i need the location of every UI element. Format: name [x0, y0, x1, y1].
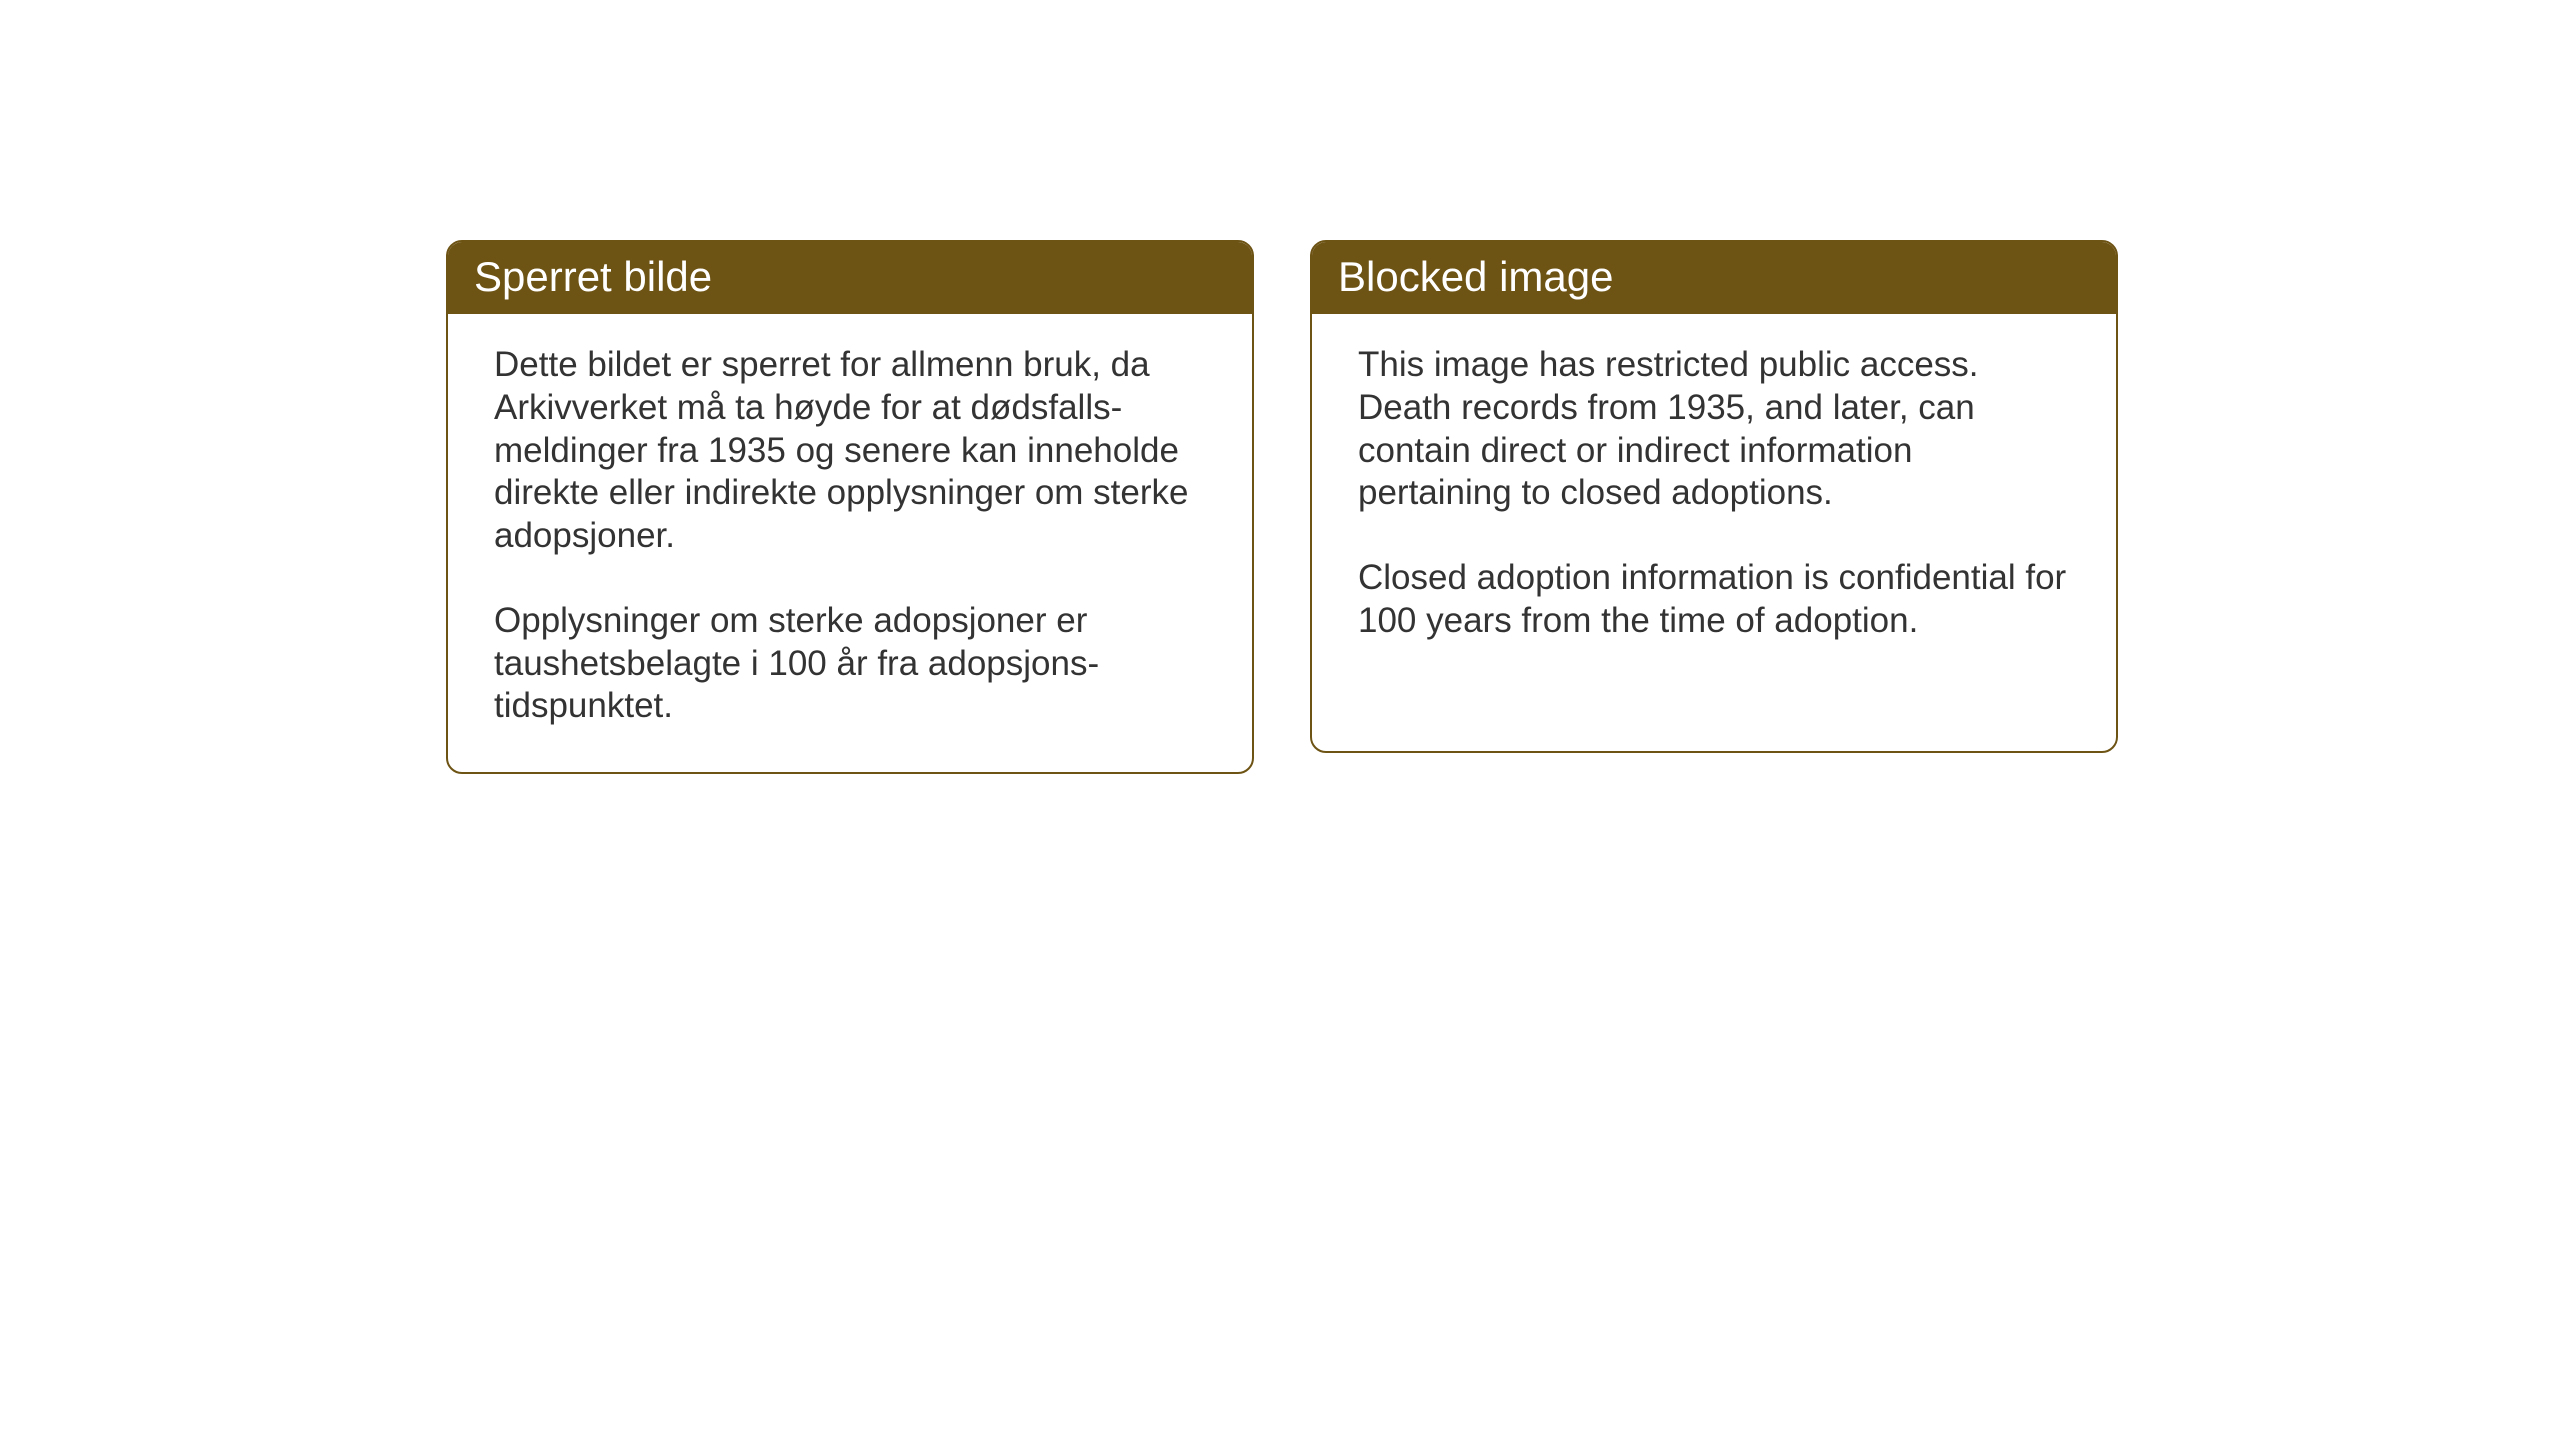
card-paragraph: This image has restricted public access.… [1358, 344, 2070, 515]
notice-card-norwegian: Sperret bilde Dette bildet er sperret fo… [446, 240, 1254, 774]
notice-card-english: Blocked image This image has restricted … [1310, 240, 2118, 753]
card-body-norwegian: Dette bildet er sperret for allmenn bruk… [448, 314, 1252, 772]
card-header-english: Blocked image [1312, 242, 2116, 314]
card-paragraph: Dette bildet er sperret for allmenn bruk… [494, 344, 1206, 557]
card-paragraph: Closed adoption information is confident… [1358, 557, 2070, 642]
card-body-english: This image has restricted public access.… [1312, 314, 2116, 686]
notice-container: Sperret bilde Dette bildet er sperret fo… [446, 240, 2118, 774]
card-header-norwegian: Sperret bilde [448, 242, 1252, 314]
card-paragraph: Opplysninger om sterke adopsjoner er tau… [494, 600, 1206, 728]
